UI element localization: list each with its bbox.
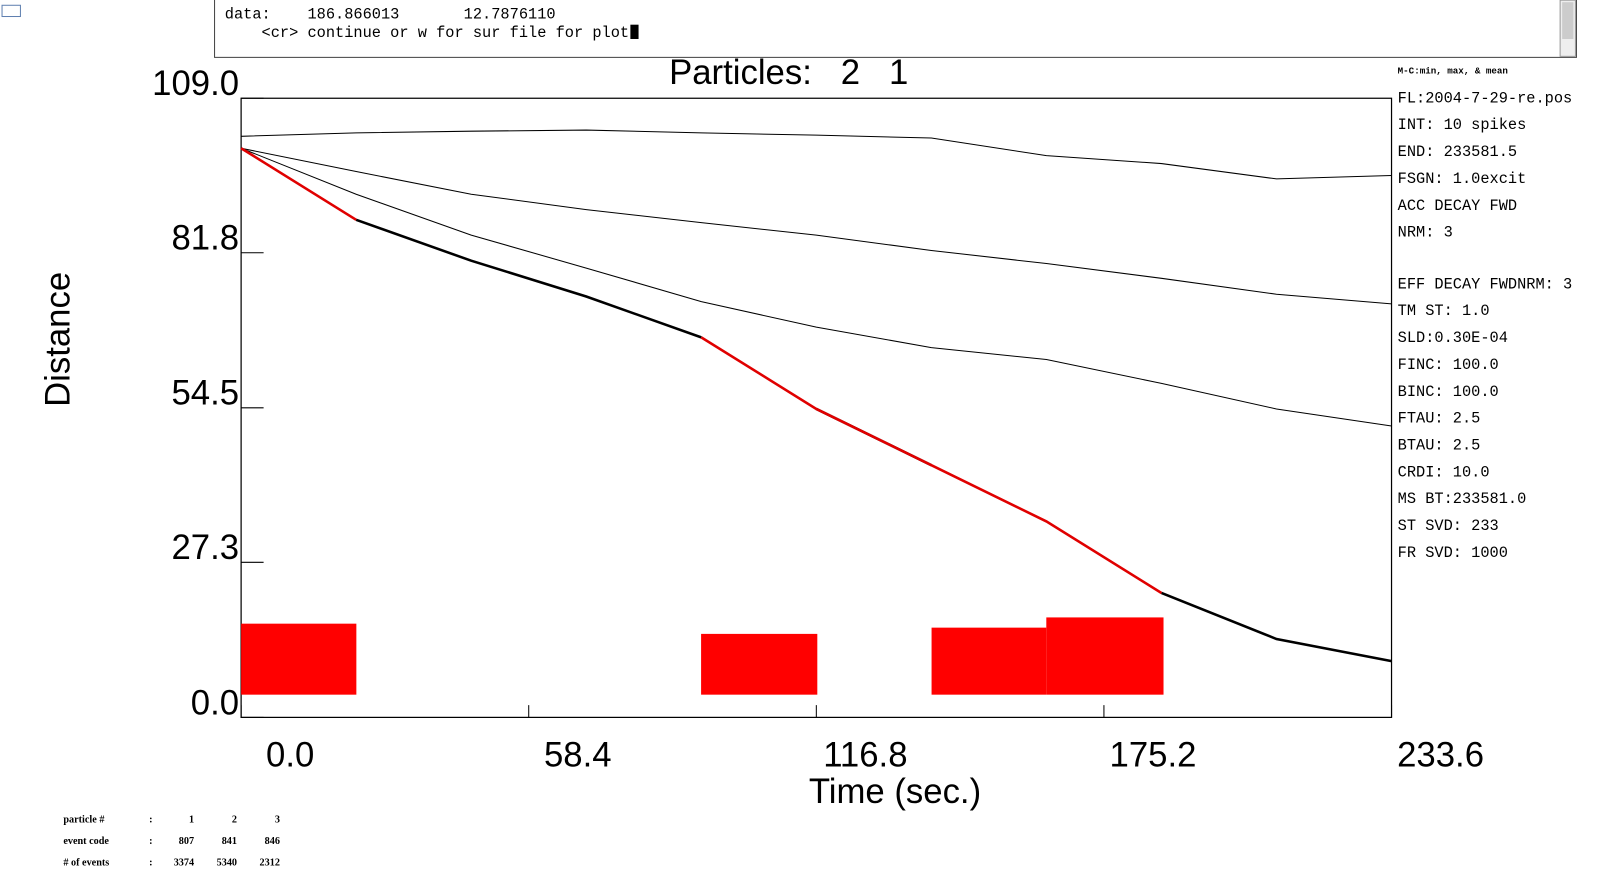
y-tick-label: 109.0: [152, 65, 239, 103]
trajectory-line: [240, 147, 357, 221]
y-tick-label: 54.5: [171, 375, 239, 413]
trajectory-line: [1160, 591, 1392, 663]
event-bar: [701, 633, 818, 695]
panel-line: EFF DECAY FWDNRM: 3: [1398, 275, 1573, 293]
y-axis-label: Distance: [39, 272, 77, 407]
x-tick-label: 233.6: [1397, 736, 1484, 774]
panel-line: FINC: 100.0: [1398, 356, 1499, 374]
panel-line: BINC: 100.0: [1398, 383, 1499, 401]
table-separator: :: [149, 858, 152, 869]
panel-line: TM ST: 1.0: [1398, 302, 1490, 320]
panel-line: FL:2004-7-29-re.pos: [1398, 89, 1573, 107]
trajectory-line: [241, 129, 1392, 180]
table-cell: 1: [189, 815, 194, 826]
trajectory-line: [240, 147, 1392, 427]
table-row-label: # of events: [63, 858, 109, 869]
y-tick-label: 0.0: [191, 684, 239, 722]
panel-line: FSGN: 1.0excit: [1398, 170, 1527, 188]
table-cell: 2312: [260, 858, 280, 869]
table-separator: :: [149, 815, 152, 826]
window-icon[interactable]: [1, 4, 21, 18]
table-cell: 2: [232, 815, 237, 826]
table-cell: 841: [222, 836, 237, 847]
chart-title: Particles: 2 1: [669, 54, 908, 92]
panel-line: END: 233581.5: [1398, 143, 1517, 161]
table-cell: 846: [265, 836, 280, 847]
event-bar: [1046, 617, 1164, 695]
y-tick-label: 27.3: [171, 529, 239, 567]
panel-line: ST SVD: 233: [1398, 517, 1499, 535]
trajectory-line: [700, 336, 1163, 595]
terminal-line: data: 186.866013 12.7876110: [225, 6, 556, 24]
y-tick-label: 81.8: [171, 220, 239, 258]
trajectory-line: [241, 147, 1392, 305]
x-axis-label: Time (sec.): [809, 773, 981, 811]
panel-heading: M-C:min, max, & mean: [1398, 66, 1508, 77]
table-cell: 5340: [217, 858, 237, 869]
panel-line: BTAU: 2.5: [1398, 437, 1481, 455]
panel-line: ACC DECAY FWD: [1398, 197, 1517, 215]
x-tick-label: 58.4: [544, 736, 612, 774]
table-cell: 807: [179, 836, 194, 847]
trajectory-line: [355, 218, 702, 339]
panel-line: CRDI: 10.0: [1398, 463, 1490, 481]
table-separator: :: [149, 836, 152, 847]
event-bar: [931, 627, 1047, 695]
event-bar: [241, 623, 357, 695]
terminal-window: [214, 0, 1577, 58]
panel-line: INT: 10 spikes: [1398, 116, 1527, 134]
table-row-label: event code: [63, 836, 109, 847]
cursor: [630, 24, 639, 39]
panel-line: SLD:0.30E-04: [1398, 329, 1508, 347]
terminal-line: <cr> continue or w for sur file for plot…: [225, 24, 639, 42]
panel-line: NRM: 3: [1398, 224, 1453, 242]
panel-line: FTAU: 2.5: [1398, 410, 1481, 428]
panel-line: FR SVD: 1000: [1398, 544, 1508, 562]
scroll-thumb[interactable]: [1562, 2, 1574, 39]
x-tick-label: 175.2: [1110, 736, 1197, 774]
table-cell: 3374: [174, 858, 194, 869]
table-row-label: particle #: [63, 815, 104, 826]
table-cell: 3: [275, 815, 280, 826]
x-tick-label: 116.8: [823, 736, 907, 774]
x-tick-label: 0.0: [266, 736, 314, 774]
panel-line: MS BT:233581.0: [1398, 490, 1527, 508]
